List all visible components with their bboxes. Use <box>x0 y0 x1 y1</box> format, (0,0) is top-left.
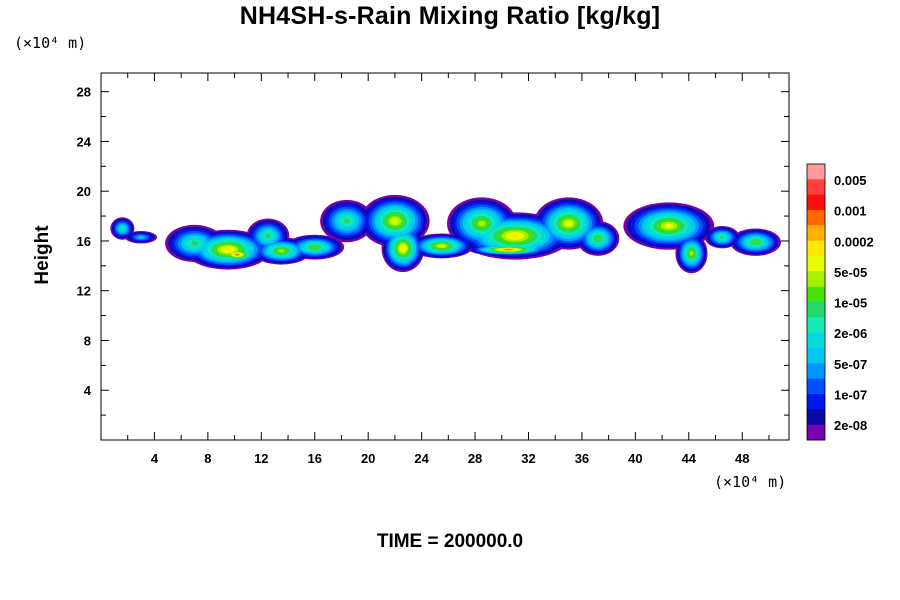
colorbar-label: 2e-06 <box>834 326 867 341</box>
cloud-contour-level-12 <box>224 247 232 252</box>
colorbar-label: 1e-07 <box>834 387 867 402</box>
below-cloud-clear <box>101 278 789 440</box>
colorbar-frame <box>806 163 826 441</box>
x-tick-label: 40 <box>628 451 642 466</box>
x-tick-label: 32 <box>521 451 535 466</box>
cloud-contour-level-14 <box>505 249 512 251</box>
x-tick-label: 44 <box>682 451 697 466</box>
cloud-contour-level-8 <box>190 241 199 246</box>
colorbar-cell <box>807 286 825 303</box>
time-label: TIME = 200000.0 <box>376 531 524 552</box>
cloud-contour-level-11 <box>391 218 399 224</box>
x-tick-label: 16 <box>308 451 322 466</box>
cloud-contour-level-10 <box>689 251 694 256</box>
y-axis-unit: (×10⁴ m) <box>14 34 87 52</box>
colorbar-cell <box>807 256 825 272</box>
colorbar-label: 5e-05 <box>834 265 867 280</box>
cloud-contour-level-10 <box>478 220 486 227</box>
colorbar-label: 0.0002 <box>834 234 874 249</box>
cloud-contour-level-12 <box>400 246 405 251</box>
x-tick-label: 20 <box>361 451 375 466</box>
cloud-contour-level-8 <box>343 218 351 224</box>
colorbar-cell <box>807 271 825 288</box>
x-tick-label: 48 <box>735 451 749 466</box>
colorbar: 0.005 0.001 0.0002 5e-05 1e-05 2e-06 5e-07 1e-0… <box>806 163 874 441</box>
x-tick-label: 28 <box>468 451 482 466</box>
colorbar-label: 0.005 <box>834 173 867 188</box>
cloud-contour-level-9 <box>752 240 759 244</box>
colorbar-cell <box>807 409 825 426</box>
colorbar-cell <box>807 194 825 211</box>
x-tick-label: 4 <box>151 451 159 466</box>
colorbar-cell <box>807 332 825 349</box>
x-tick-label: 24 <box>414 451 429 466</box>
y-tick-label: 20 <box>77 184 91 199</box>
y-tick-label: 24 <box>77 134 92 149</box>
colorbar-cell <box>807 378 825 395</box>
cloud-contour-level-10 <box>278 249 285 253</box>
colorbar-cell <box>807 164 825 180</box>
x-tick-label: 36 <box>575 451 589 466</box>
colorbar-cell <box>807 225 825 242</box>
cloud-contour-level-7 <box>120 226 125 231</box>
y-tick-label: 4 <box>84 383 92 398</box>
y-tick-label: 8 <box>84 333 91 348</box>
colorbar-cell <box>807 363 825 380</box>
cloud-contour-level-5 <box>137 236 145 239</box>
cloud-contour-level-9 <box>311 245 319 249</box>
colorbar-label: 2e-08 <box>834 418 867 433</box>
x-tick-label: 12 <box>254 451 268 466</box>
chart-title: NH4SH-s-Rain Mixing Ratio [kg/kg] <box>239 2 661 30</box>
colorbar-label: 0.001 <box>834 204 867 219</box>
colorbar-cell <box>807 302 825 318</box>
cloud-contour-level-8 <box>719 235 725 239</box>
colorbar-cell <box>807 394 825 410</box>
colorbar-cell <box>807 317 825 334</box>
colorbar-cell <box>807 179 825 196</box>
cloud-field <box>101 194 789 440</box>
colorbar-cell <box>807 210 825 226</box>
cloud-contour-level-9 <box>595 236 601 241</box>
colorbar-label: 1e-05 <box>834 296 867 311</box>
cloud-contour-level-12 <box>510 233 521 239</box>
colorbar-cell <box>807 348 825 364</box>
y-tick-label: 28 <box>77 85 91 100</box>
y-tick-label: 16 <box>77 234 91 249</box>
colorbar-cell <box>807 240 825 257</box>
colorbar-label: 5e-07 <box>834 357 867 372</box>
x-axis-unit: (×10⁴ m) <box>714 473 787 491</box>
colorbar-cell <box>807 424 825 441</box>
x-tick-label: 8 <box>204 451 211 466</box>
cloud-contour-level-11 <box>664 223 674 229</box>
cloud-contour-level-8 <box>265 233 271 239</box>
plot-area <box>101 194 789 440</box>
plot-frame <box>100 72 790 441</box>
cloud-contour-level-14 <box>235 254 239 256</box>
cloud-contour-level-11 <box>438 244 445 248</box>
y-tick-label: 12 <box>77 284 91 299</box>
cloud-contour-level-11 <box>565 220 572 227</box>
